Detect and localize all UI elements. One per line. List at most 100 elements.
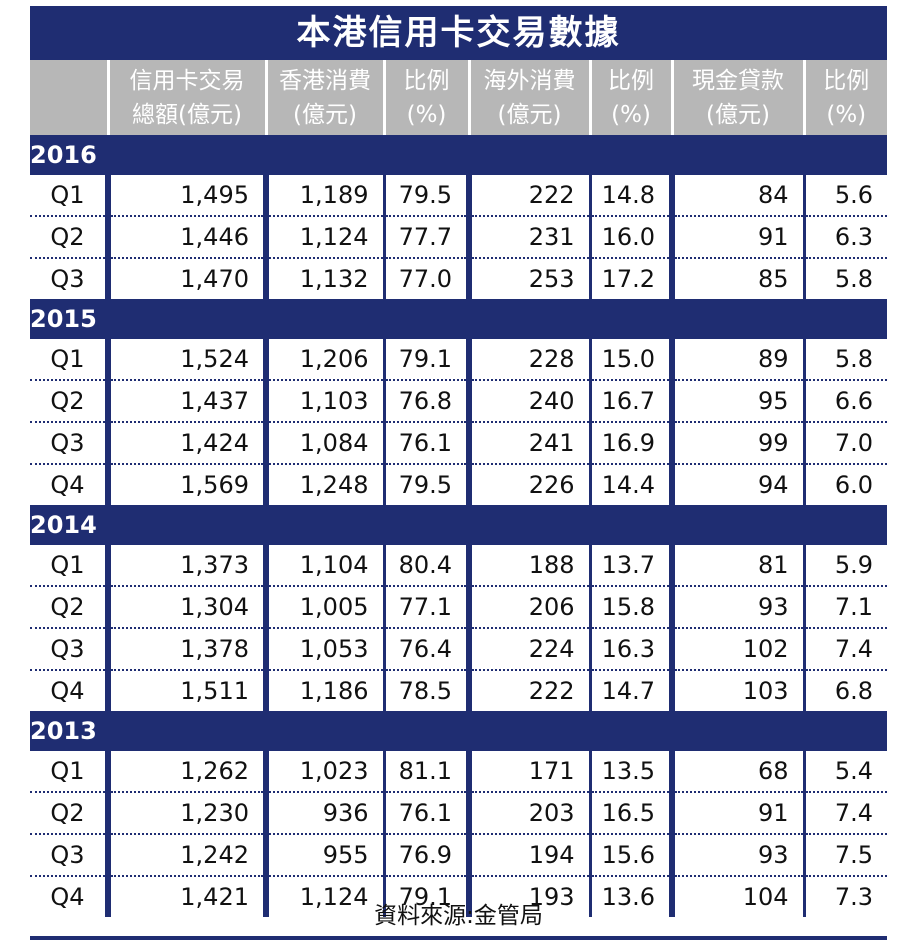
value-cell: 6.0 [802,464,887,505]
table-row: Q2 1,230 936 76.1 203 16.5 91 7.4 [30,792,887,835]
header-label: (%) [611,101,651,128]
value-cell: 84 [669,175,804,217]
table-row: Q2 1,304 1,005 77.1 206 15.8 93 7.1 [30,586,887,629]
total-header: 信用卡交易 總額(億元) [106,60,266,135]
value-cell: 5.4 [802,751,887,793]
quarter-header [30,60,108,135]
quarter-cell: Q2 [30,380,108,423]
value-cell: 77.7 [382,216,469,259]
value-cell: 1,132 [263,258,384,299]
header-label: 比例 [403,67,450,94]
value-cell: 1,103 [263,380,384,423]
value-cell: 14.4 [588,464,672,505]
header-row: 信用卡交易 總額(億元) 香港消費 (億元) 比例 (%) 海外消費 (億元) 比例 (%) 現金貸… [30,60,887,135]
value-cell: 5.8 [802,258,887,299]
value-cell: 936 [263,792,384,835]
value-cell: 240 [466,380,590,423]
value-cell: 14.7 [588,670,672,711]
value-cell: 222 [466,670,590,711]
year-row: 2015 [30,299,887,339]
table-body: 2016 Q1 1,495 1,189 79.5 222 14.8 84 5.6 Q2 1,446 1… [30,135,887,917]
value-cell: 241 [466,422,590,465]
header-label: (%) [406,101,447,128]
value-cell: 99 [669,422,804,465]
value-cell: 193 [466,876,590,917]
value-cell: 5.6 [802,175,887,217]
header-label: 比例 [608,67,654,94]
quarter-cell: Q3 [30,628,108,671]
table-row: Q1 1,524 1,206 79.1 228 15.0 89 5.8 [30,339,887,381]
hk-ratio-header: 比例 (%) [382,60,469,135]
value-cell: 1,470 [105,258,266,299]
value-cell: 224 [466,628,590,671]
table-row: Q1 1,373 1,104 80.4 188 13.7 81 5.9 [30,545,887,587]
value-cell: 93 [669,586,804,629]
table-row: Q4 1,569 1,248 79.5 226 14.4 94 6.0 [30,464,887,505]
value-cell: 1,242 [105,834,266,877]
value-cell: 253 [466,258,590,299]
quarter-cell: Q3 [30,834,108,877]
value-cell: 1,378 [105,628,266,671]
value-cell: 1,446 [105,216,266,259]
value-cell: 7.3 [802,876,887,917]
value-cell: 85 [669,258,804,299]
value-cell: 16.0 [588,216,672,259]
value-cell: 80.4 [382,545,469,587]
overseas-ratio-header: 比例 (%) [588,60,672,135]
quarter-cell: Q3 [50,265,85,293]
value-cell: 7.4 [802,792,887,835]
value-cell: 5.8 [802,339,887,381]
table-row: Q3 1,378 1,053 76.4 224 16.3 102 7.4 [30,628,887,671]
value-cell: 79.1 [382,339,469,381]
value-cell: 1,206 [263,339,384,381]
value-cell: 13.7 [588,545,672,587]
value-cell: 1,262 [105,751,266,793]
year-row: 2013 [30,711,887,751]
value-cell: 16.7 [588,380,672,423]
quarter-cell: Q1 [30,175,108,217]
year-label: 2016 [30,135,887,175]
value-cell: 15.0 [588,339,672,381]
value-cell: 226 [466,464,590,505]
value-cell: 1,189 [263,175,384,217]
value-cell: 7.0 [802,422,887,465]
table-row: Q3 1,470 1,132 77.0 253 17.2 85 5.8 [30,258,887,299]
year-row: 2016 [30,135,887,175]
overseas-spending-header: 海外消費 (億元) [467,60,590,135]
table-row: Q4 1,511 1,186 78.5 222 14.7 103 6.8 [30,670,887,711]
value-cell: 16.3 [588,628,672,671]
value-cell: 77.1 [382,586,469,629]
value-cell: 76.8 [382,380,469,423]
value-cell: 79.1 [382,876,469,917]
value-cell: 6.6 [802,380,887,423]
value-cell: 104 [669,876,804,917]
value-cell: 81.1 [382,751,469,793]
value-cell: 91 [669,216,804,259]
value-cell: 76.4 [382,628,469,671]
header-label: 信用卡交易 [129,67,245,94]
value-cell: 194 [466,834,590,877]
value-cell: 16.5 [588,792,672,835]
value-cell: 17.2 [588,258,672,299]
value-cell: 231 [466,216,590,259]
value-cell: 7.4 [802,628,887,671]
value-cell: 955 [263,834,384,877]
value-cell: 7.5 [802,834,887,877]
header-label: (億元) [706,101,770,128]
value-cell: 1,248 [263,464,384,505]
quarter-cell: Q4 [50,883,85,911]
hk-spending-header: 香港消費 (億元) [264,60,384,135]
value-cell: 1,053 [263,628,384,671]
value-cell: 78.5 [382,670,469,711]
year-label: 2013 [30,711,887,751]
value-cell: 13.6 [588,876,672,917]
value-cell: 1,495 [105,175,266,217]
value-cell: 77.0 [382,258,469,299]
value-cell: 15.6 [588,834,672,877]
source-note: 資料來源:金管局 [374,903,543,929]
value-cell: 103 [669,670,804,711]
value-cell: 222 [466,175,590,217]
value-cell: 76.9 [382,834,469,877]
value-cell: 94 [669,464,804,505]
quarter-cell: Q1 [30,339,108,381]
